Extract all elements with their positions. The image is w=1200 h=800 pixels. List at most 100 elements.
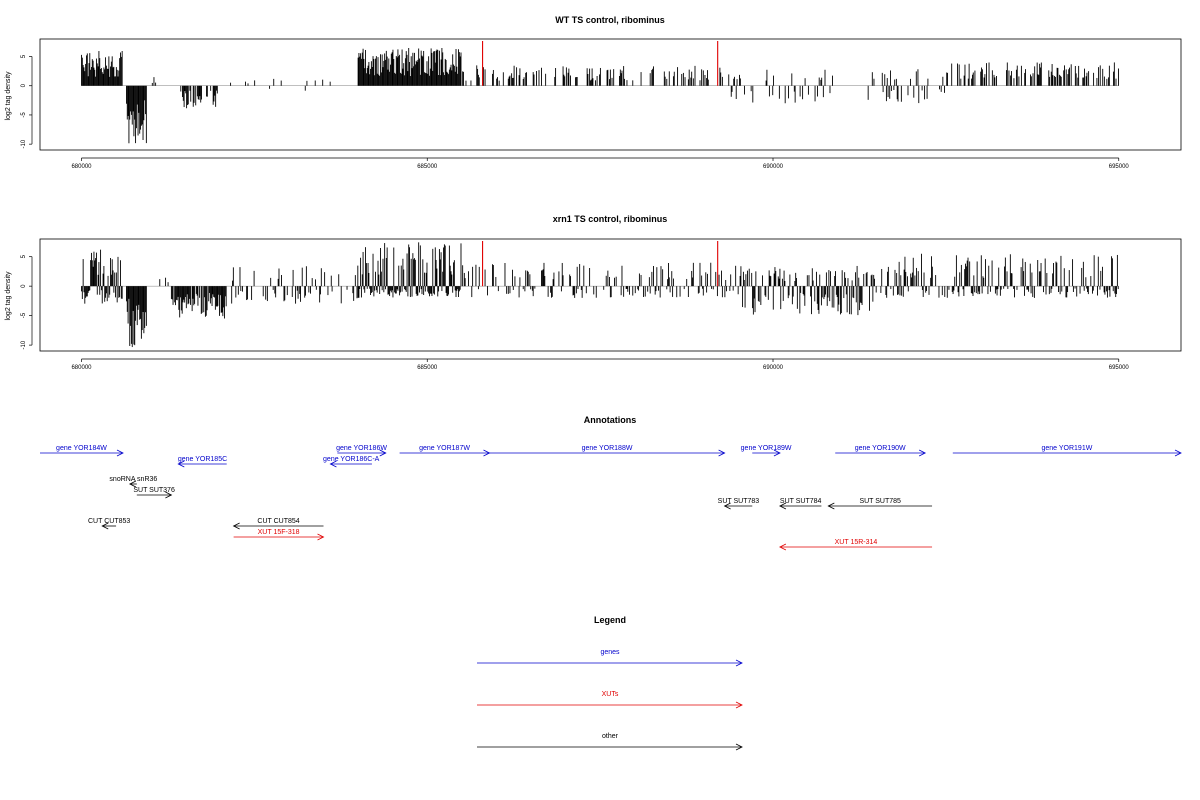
legend-item: genes bbox=[477, 649, 743, 667]
x-tick-label: 690000 bbox=[763, 365, 784, 371]
legend: Legend genes XUTs other bbox=[477, 615, 743, 751]
feature-arrow-head bbox=[129, 480, 137, 488]
annotations-title: Annotations bbox=[584, 415, 637, 425]
wt-track-xaxis: 680000 685000 690000 695000 bbox=[71, 157, 1130, 170]
annotation-feature: SUT SUT784 bbox=[779, 498, 822, 510]
annotation-feature: gene YOR186C-A bbox=[323, 456, 380, 468]
feature-arrow-head bbox=[779, 543, 787, 551]
feature-arrow-head bbox=[1174, 449, 1182, 457]
y-tick-label: -5 bbox=[21, 312, 27, 318]
x-tick-label: 680000 bbox=[71, 365, 92, 371]
feature-label: gene YOR186W bbox=[336, 445, 387, 452]
feature-label: SUT SUT785 bbox=[859, 498, 901, 505]
xrn1-track-xaxis: 680000 685000 690000 695000 bbox=[71, 358, 1130, 371]
feature-label: CUT CUT853 bbox=[88, 518, 130, 525]
annotation-feature: gene YOR184W bbox=[40, 445, 124, 457]
feature-label: gene YOR188W bbox=[582, 445, 633, 452]
feature-label: SUT SUT376 bbox=[133, 487, 175, 494]
xrn1-track-panel: xrn1 TS control, ribominus log2 tag dens… bbox=[5, 214, 1182, 371]
feature-label: gene YOR184W bbox=[56, 445, 107, 452]
xrn1-track-profile bbox=[81, 242, 1119, 348]
xrn1-track-title: xrn1 TS control, ribominus bbox=[553, 214, 668, 224]
feature-arrow-head bbox=[723, 502, 731, 510]
annotation-feature: gene YOR190W bbox=[835, 445, 927, 457]
y-tick-label: -10 bbox=[21, 340, 27, 349]
feature-arrow-head bbox=[116, 449, 124, 457]
legend-item: XUTs bbox=[477, 691, 743, 709]
annotation-feature: SUT SUT785 bbox=[827, 498, 933, 510]
annotation-feature: gene YOR187W bbox=[399, 445, 491, 457]
annotation-feature: gene YOR186W bbox=[336, 445, 387, 457]
feature-label: SUT SUT783 bbox=[718, 498, 760, 505]
wt-track-profile bbox=[81, 47, 1119, 144]
xrn1-track-yaxis: -10 -5 0 5 bbox=[21, 254, 33, 349]
feature-arrow-head bbox=[773, 449, 781, 457]
wt-track-markers bbox=[482, 41, 719, 86]
xrn1-track-markers bbox=[482, 241, 719, 287]
annotation-feature: CUT CUT854 bbox=[232, 518, 324, 530]
feature-label: XUT 15F-318 bbox=[258, 529, 300, 536]
feature-label: CUT CUT854 bbox=[257, 518, 299, 525]
x-tick-label: 680000 bbox=[71, 164, 92, 170]
feature-arrow-head bbox=[101, 522, 109, 530]
xrn1-track-ylabel: log2 tag density bbox=[5, 271, 12, 321]
annotation-feature: XUT 15F-318 bbox=[233, 529, 325, 541]
wt-track-frame bbox=[39, 38, 1182, 151]
feature-arrow-head bbox=[165, 491, 173, 499]
y-tick-label: -10 bbox=[21, 139, 27, 148]
feature-label: gene YOR189W bbox=[741, 445, 792, 452]
legend-title: Legend bbox=[594, 615, 626, 625]
annotation-feature: gene YOR185C bbox=[177, 456, 227, 468]
y-tick-label: 0 bbox=[21, 284, 27, 288]
annotation-feature: snoRNA snR36 bbox=[109, 476, 157, 488]
annotation-feature: CUT CUT853 bbox=[88, 518, 130, 530]
annotation-feature: SUT SUT376 bbox=[133, 487, 175, 499]
y-tick-label: 5 bbox=[21, 54, 27, 58]
feature-arrow-head bbox=[177, 460, 185, 468]
legend-arrow-head bbox=[735, 743, 743, 751]
y-tick-label: 5 bbox=[21, 254, 27, 258]
legend-arrow-head bbox=[735, 659, 743, 667]
annotation-feature: gene YOR191W bbox=[952, 445, 1182, 457]
legend-label: other bbox=[602, 733, 619, 740]
feature-arrow-head bbox=[329, 460, 337, 468]
legend-arrow-head bbox=[735, 701, 743, 709]
feature-label: gene YOR186C-A bbox=[323, 456, 380, 463]
wt-track-yaxis: -10 -5 0 5 bbox=[21, 54, 33, 148]
feature-arrow-head bbox=[232, 522, 240, 530]
feature-label: gene YOR187W bbox=[419, 445, 470, 452]
annotation-feature: XUT 15R-314 bbox=[779, 539, 933, 551]
xrn1-track-frame bbox=[39, 238, 1182, 352]
y-tick-label: 0 bbox=[21, 83, 27, 87]
x-tick-label: 690000 bbox=[763, 164, 784, 170]
feature-label: gene YOR190W bbox=[855, 445, 906, 452]
feature-arrow-head bbox=[379, 449, 387, 457]
annotation-feature: gene YOR188W bbox=[489, 445, 726, 457]
feature-arrow-head bbox=[918, 449, 927, 457]
annotation-features: gene YOR184W gene YOR185C gene YOR186W gene… bbox=[40, 445, 1182, 551]
feature-label: snoRNA snR36 bbox=[109, 476, 157, 483]
x-tick-label: 685000 bbox=[417, 365, 438, 371]
legend-item: other bbox=[477, 733, 743, 751]
feature-label: gene YOR185C bbox=[178, 456, 227, 463]
annotation-feature: SUT SUT783 bbox=[718, 498, 760, 510]
feature-label: SUT SUT784 bbox=[780, 498, 822, 505]
feature-arrow-head bbox=[827, 502, 835, 510]
wt-track-panel: WT TS control, ribominus log2 tag densit… bbox=[5, 15, 1182, 170]
x-tick-label: 695000 bbox=[1109, 365, 1130, 371]
feature-label: XUT 15R-314 bbox=[835, 539, 878, 546]
wt-track-title: WT TS control, ribominus bbox=[555, 15, 665, 25]
legend-label: XUTs bbox=[602, 691, 619, 698]
legend-label: genes bbox=[600, 649, 620, 656]
annotation-feature: gene YOR189W bbox=[741, 445, 792, 457]
feature-arrow-head bbox=[779, 502, 787, 510]
feature-label: gene YOR191W bbox=[1041, 445, 1092, 452]
feature-arrow-head bbox=[317, 533, 325, 541]
legend-items: genes XUTs other bbox=[477, 649, 743, 751]
wt-track-ylabel: log2 tag density bbox=[5, 71, 12, 121]
x-tick-label: 695000 bbox=[1109, 164, 1130, 170]
y-tick-label: -5 bbox=[21, 112, 27, 118]
feature-arrow-head bbox=[718, 449, 726, 457]
